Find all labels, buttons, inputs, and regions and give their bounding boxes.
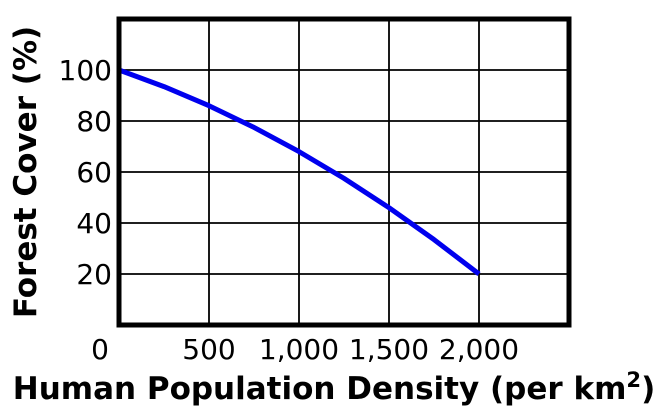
y-tick-label: 80 bbox=[76, 105, 112, 138]
x-tick-label: 2,000 bbox=[439, 333, 519, 366]
plot-border bbox=[116, 16, 572, 328]
x-tick-label: 0 bbox=[91, 333, 109, 366]
x-tick-label: 1,500 bbox=[349, 333, 429, 366]
x-tick-label: 1,000 bbox=[259, 333, 339, 366]
x-axis-title-text: Human Population Density (per km bbox=[12, 371, 627, 407]
y-tick-label: 100 bbox=[59, 54, 112, 87]
y-tick-label: 60 bbox=[76, 156, 112, 189]
y-axis-title: Forest Cover (%) bbox=[8, 25, 44, 319]
y-tick-label: 20 bbox=[76, 258, 112, 291]
series-forest-cover-vs-density-line bbox=[118, 67, 481, 276]
x-axis-title-superscript: 2 bbox=[626, 367, 642, 393]
x-axis-title: Human Population Density (per km2) bbox=[0, 367, 668, 407]
x-axis-title-suffix: ) bbox=[641, 371, 656, 407]
x-tick-label: 500 bbox=[182, 333, 235, 366]
y-tick-label: 40 bbox=[76, 207, 112, 240]
